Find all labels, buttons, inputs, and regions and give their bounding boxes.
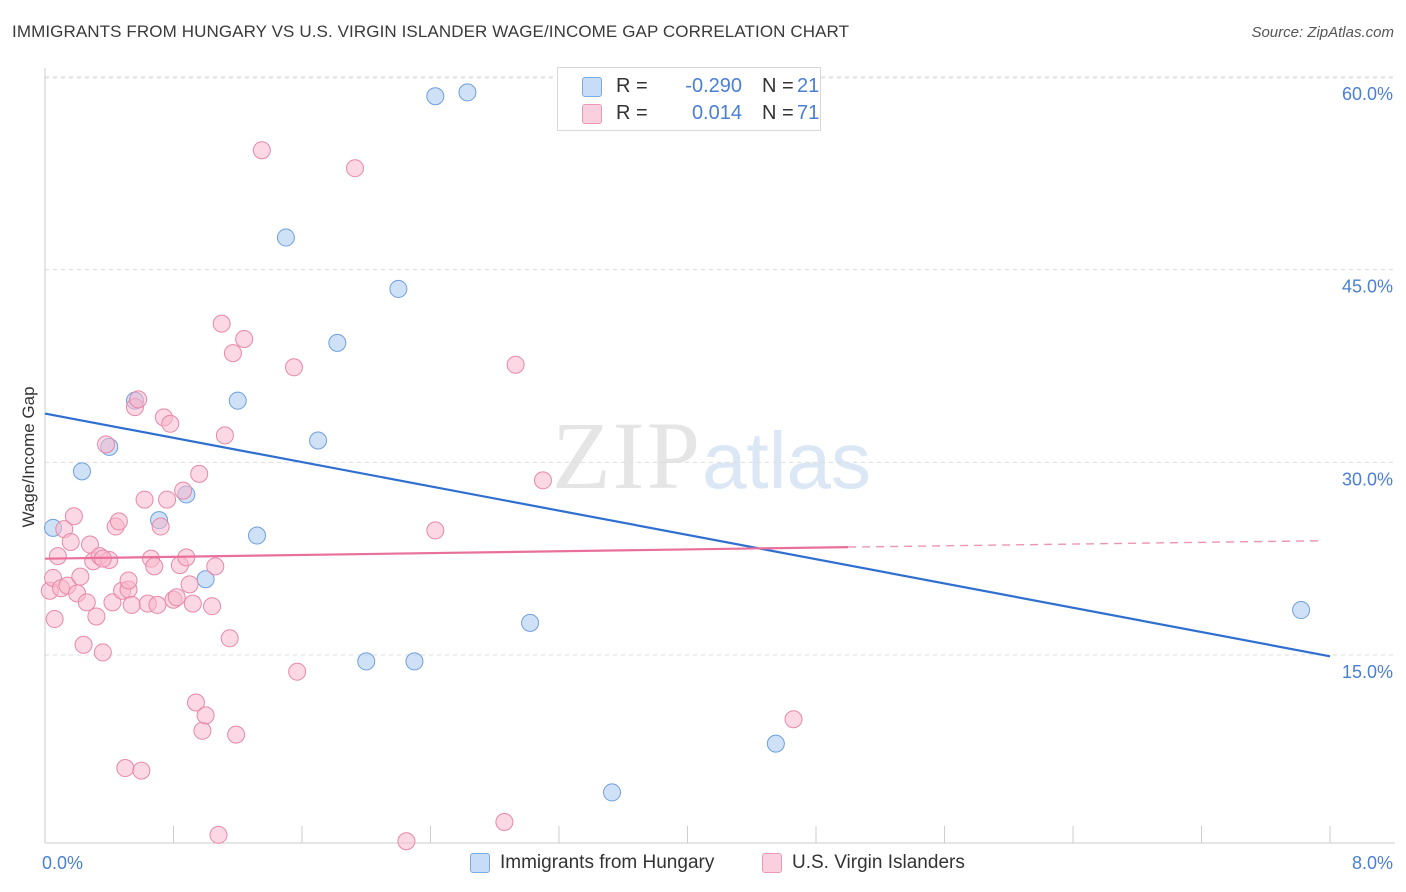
- data-point-virgin-islanders: [203, 597, 222, 616]
- data-point-virgin-islanders: [167, 588, 186, 607]
- data-point-virgin-islanders: [109, 512, 128, 531]
- data-point-virgin-islanders: [209, 825, 228, 844]
- bottom-legend-swatch-hungary: [470, 853, 490, 873]
- data-point-virgin-islanders: [74, 635, 93, 654]
- correlation-legend: R = -0.290 N = 21 R = 0.014 N = 71: [557, 67, 821, 131]
- data-point-virgin-islanders: [212, 314, 231, 333]
- data-point-virgin-islanders: [284, 358, 303, 377]
- data-point-virgin-islanders: [158, 490, 177, 509]
- data-point-virgin-islanders: [61, 532, 80, 551]
- data-point-virgin-islanders: [193, 721, 212, 740]
- data-point-virgin-islanders: [235, 330, 254, 349]
- data-point-virgin-islanders: [506, 355, 525, 374]
- data-point-hungary: [72, 462, 91, 481]
- trend-line-virgin-islanders: [44, 546, 849, 560]
- trend-line-hungary: [44, 412, 1331, 658]
- data-point-virgin-islanders: [346, 159, 365, 178]
- legend-n-value: 21: [797, 75, 820, 97]
- watermark-atlas: atlas: [702, 416, 871, 505]
- data-point-hungary: [276, 228, 295, 247]
- legend-n-label: N =: [762, 75, 794, 97]
- data-point-virgin-islanders: [784, 710, 803, 729]
- y-tick-label: 60.0%: [1342, 84, 1393, 104]
- legend-r-value: 0.014: [691, 102, 742, 124]
- data-point-virgin-islanders: [180, 575, 199, 594]
- chart-title: IMMIGRANTS FROM HUNGARY VS U.S. VIRGIN I…: [12, 22, 850, 41]
- data-point-virgin-islanders: [220, 629, 239, 648]
- data-point-virgin-islanders: [87, 607, 106, 626]
- bottom-legend-swatch-virgin-islanders: [762, 853, 782, 873]
- data-point-virgin-islanders: [97, 435, 116, 454]
- y-tick-label: 45.0%: [1342, 277, 1393, 297]
- legend-n-value: 71: [797, 102, 820, 124]
- data-point-virgin-islanders: [119, 571, 138, 590]
- data-point-virgin-islanders: [495, 812, 514, 831]
- data-point-virgin-islanders: [183, 594, 202, 613]
- data-point-virgin-islanders: [533, 471, 552, 490]
- bottom-legend-label-hungary: Immigrants from Hungary: [500, 852, 715, 873]
- data-point-hungary: [228, 391, 247, 410]
- data-point-hungary: [357, 652, 376, 671]
- legend-swatch-virgin-islanders: [582, 104, 602, 124]
- data-point-hungary: [603, 783, 622, 802]
- data-point-hungary: [766, 734, 785, 753]
- data-point-hungary: [309, 431, 328, 450]
- x-tick-label-max: 8.0%: [1352, 853, 1393, 873]
- bottom-legend-label-virgin-islanders: U.S. Virgin Islanders: [792, 852, 965, 873]
- data-point-virgin-islanders: [148, 595, 167, 614]
- watermark-zip: ZIP: [552, 402, 702, 509]
- data-point-virgin-islanders: [122, 595, 141, 614]
- data-point-virgin-islanders: [426, 521, 445, 540]
- data-point-virgin-islanders: [135, 490, 154, 509]
- y-tick-label: 30.0%: [1342, 469, 1393, 489]
- data-point-virgin-islanders: [103, 593, 122, 612]
- legend-r-label: R =: [616, 75, 648, 97]
- trend-line-virgin-islanders-extension: [848, 539, 1325, 548]
- data-point-virgin-islanders: [215, 426, 234, 445]
- data-point-virgin-islanders: [397, 832, 416, 851]
- legend-swatch-hungary: [582, 77, 602, 97]
- data-point-virgin-islanders: [161, 414, 180, 433]
- data-point-virgin-islanders: [48, 547, 67, 566]
- data-point-hungary: [521, 613, 540, 632]
- data-point-virgin-islanders: [116, 759, 135, 778]
- watermark: ZIPatlas: [552, 400, 871, 511]
- data-point-hungary: [1292, 601, 1311, 620]
- data-point-hungary: [426, 87, 445, 106]
- data-point-virgin-islanders: [71, 567, 90, 586]
- data-point-virgin-islanders: [223, 344, 242, 363]
- data-point-virgin-islanders: [93, 643, 112, 662]
- data-point-virgin-islanders: [64, 507, 83, 526]
- data-point-virgin-islanders: [288, 662, 307, 681]
- data-point-virgin-islanders: [190, 464, 209, 483]
- data-point-hungary: [328, 333, 347, 352]
- data-point-virgin-islanders: [227, 725, 246, 744]
- legend-n-label: N =: [762, 102, 794, 124]
- data-point-virgin-islanders: [252, 141, 271, 160]
- data-point-hungary: [196, 570, 215, 589]
- data-point-hungary: [248, 526, 267, 545]
- data-point-virgin-islanders: [196, 706, 215, 725]
- data-point-virgin-islanders: [129, 390, 148, 409]
- data-point-virgin-islanders: [77, 593, 96, 612]
- y-tick-label: 15.0%: [1342, 662, 1393, 682]
- data-point-virgin-islanders: [174, 481, 193, 500]
- legend-r-label: R =: [616, 102, 648, 124]
- data-point-virgin-islanders: [132, 761, 151, 780]
- data-point-virgin-islanders: [186, 693, 205, 712]
- y-axis-label: Wage/Income Gap: [19, 386, 38, 527]
- data-point-hungary: [405, 652, 424, 671]
- chart-source: Source: ZipAtlas.com: [1251, 24, 1394, 41]
- data-point-virgin-islanders: [145, 557, 164, 576]
- x-tick-label-min: 0.0%: [42, 853, 83, 873]
- data-point-virgin-islanders: [45, 610, 64, 629]
- data-point-hungary: [389, 279, 408, 298]
- data-point-virgin-islanders: [151, 517, 170, 536]
- legend-r-value: -0.290: [685, 75, 742, 97]
- data-point-hungary: [458, 83, 477, 102]
- data-point-virgin-islanders: [206, 557, 225, 576]
